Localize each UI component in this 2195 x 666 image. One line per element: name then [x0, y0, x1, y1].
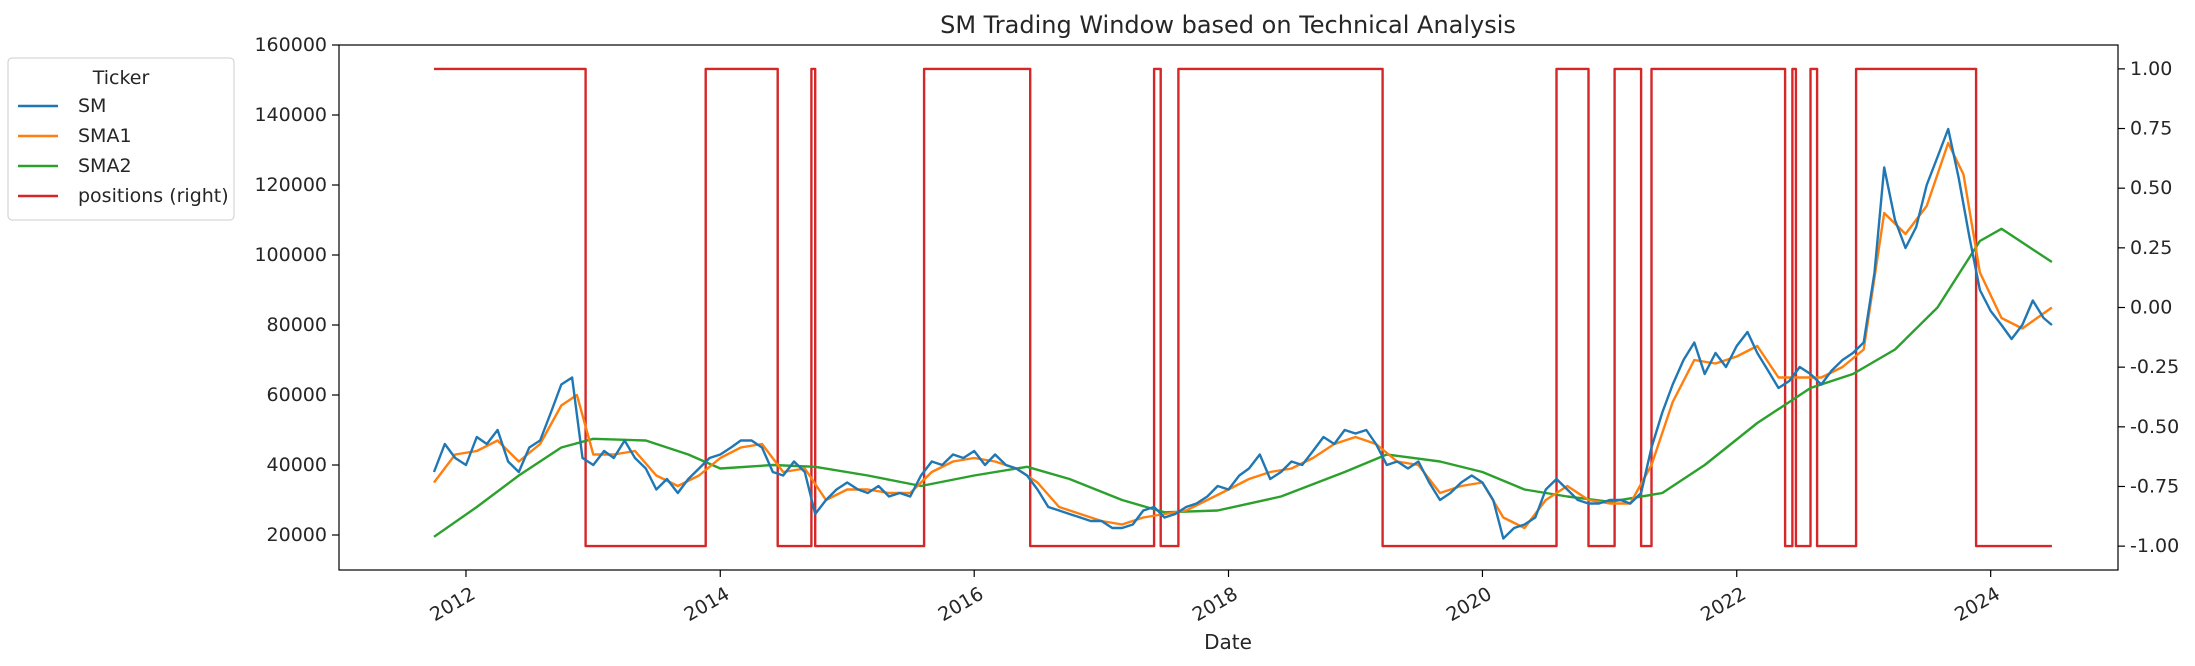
y2-tick-label: 0.00 [2130, 297, 2172, 319]
y2-tick-label: -0.50 [2130, 416, 2179, 438]
y2-tick-label: 1.00 [2130, 58, 2172, 80]
legend-label: SM [78, 95, 106, 117]
series-line-sm [432, 127, 2053, 540]
legend-items: SM SMA1 SMA2 positions (right) [18, 95, 229, 207]
series-layer [432, 67, 2053, 548]
y2-tick-label: -0.25 [2130, 356, 2179, 378]
y2-tick-label: -0.75 [2130, 475, 2179, 497]
series-line-sma2 [433, 227, 2053, 538]
y2-tick-label: 0.50 [2130, 177, 2172, 199]
legend: Ticker SM SMA1 SMA2 positions (right) [7, 57, 235, 221]
legend-label: SMA1 [78, 125, 132, 147]
y-tick-label: 140000 [254, 104, 327, 126]
y-tick-label: 20000 [267, 524, 327, 546]
legend-frame [7, 57, 235, 221]
series-line-positions-right [434, 67, 2052, 548]
axes-layer: 20000 40000 60000 80000 100000 120000 140000 16… [254, 34, 2179, 626]
y2-tick-label: 0.75 [2130, 118, 2172, 140]
y-tick-label: 40000 [267, 454, 327, 476]
legend-title: Ticker [92, 67, 150, 89]
y-tick-label: 100000 [254, 244, 327, 266]
y-tick-label: 60000 [267, 384, 327, 406]
legend-label: positions (right) [78, 185, 229, 207]
y-tick-label: 160000 [254, 34, 327, 56]
y-tick-label: 120000 [254, 174, 327, 196]
y-tick-label: 80000 [267, 314, 327, 336]
y2-tick-label: -1.00 [2130, 535, 2179, 557]
series-line-sma1 [433, 141, 2053, 530]
x-axis-title: Date [1204, 630, 1252, 654]
legend-label: SMA2 [78, 155, 132, 177]
chart-title: SM Trading Window based on Technical Ana… [940, 11, 1516, 39]
y2-tick-label: 0.25 [2130, 237, 2172, 259]
